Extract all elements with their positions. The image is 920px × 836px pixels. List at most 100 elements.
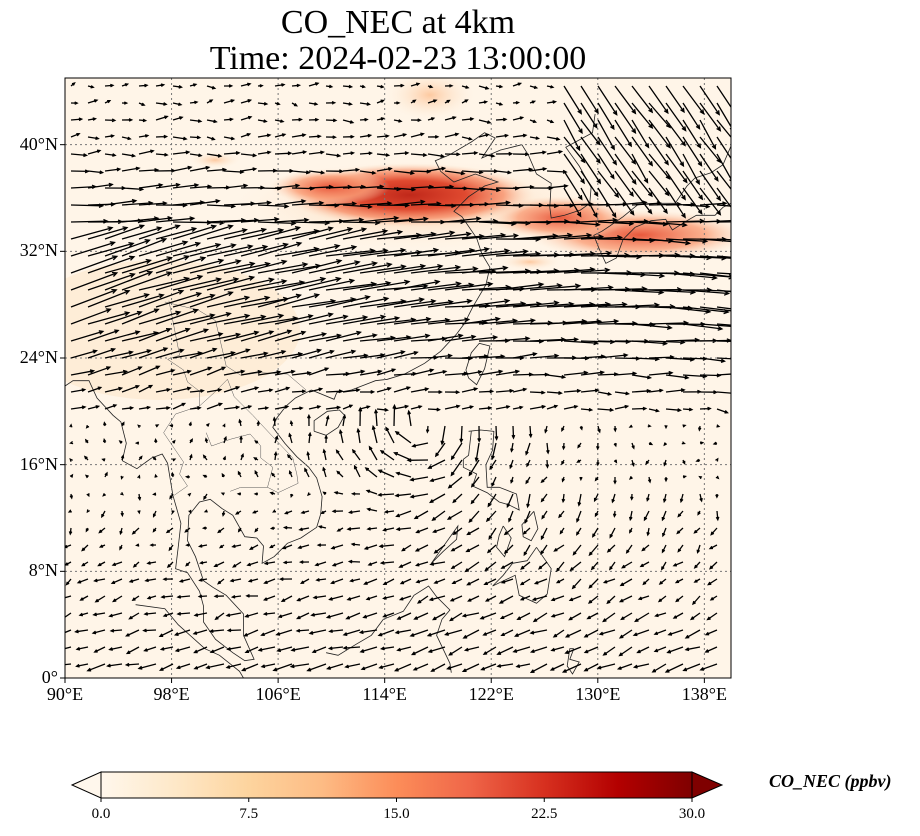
wind-arrow [342, 388, 361, 393]
wind-arrow [244, 646, 259, 654]
wind-arrow [111, 561, 123, 567]
wind-arrow [432, 527, 446, 533]
wind-arrow [614, 119, 633, 148]
wind-arrow [524, 510, 531, 525]
wind-arrow [257, 293, 302, 308]
wind-arrow [342, 404, 354, 410]
wind-arrow [70, 255, 119, 274]
wind-arrow [380, 646, 395, 651]
wind-arrow [104, 293, 150, 308]
wind-arrow [631, 153, 649, 184]
wind-arrow [693, 527, 701, 534]
wind-arrow [561, 476, 565, 483]
wind-arrow [70, 271, 119, 291]
wind-arrow [223, 261, 271, 274]
wind-arrow [174, 646, 191, 653]
wind-arrow [189, 453, 193, 461]
wind-arrow [121, 308, 160, 325]
wind-arrow [618, 629, 633, 639]
wind-arrow [696, 544, 701, 554]
wind-arrow [647, 424, 652, 428]
wind-arrow [247, 578, 259, 583]
wind-arrow [580, 102, 598, 129]
wind-arrow [478, 133, 490, 138]
wind-arrow [262, 611, 276, 616]
wind-arrow [206, 136, 216, 141]
wind-arrow [223, 117, 234, 122]
wind-arrow [399, 578, 412, 585]
wind-arrow [70, 388, 87, 393]
wind-arrow [427, 135, 440, 139]
wind-arrow [588, 544, 599, 557]
wind-arrow [289, 663, 310, 669]
wind-arrow [121, 349, 152, 359]
wind-arrow [393, 316, 432, 325]
wind-arrow [223, 84, 234, 88]
wind-arrow [512, 82, 523, 87]
wind-arrow [138, 255, 191, 274]
wind-arrow [414, 544, 429, 552]
wind-arrow [269, 491, 276, 496]
wind-arrow [121, 83, 130, 87]
wind-arrow [67, 509, 72, 513]
wind-arrow [104, 83, 115, 88]
wind-arrow [333, 491, 344, 495]
wind-arrow [392, 403, 397, 427]
wind-arrow [69, 423, 73, 428]
wind-arrow [531, 595, 548, 601]
wind-arrow [65, 612, 72, 618]
wind-arrow [288, 470, 293, 478]
lat-tick-label: 16°N [19, 453, 58, 474]
wind-arrow [376, 263, 427, 274]
wind-arrow [682, 85, 705, 115]
wind-arrow [278, 577, 293, 581]
wind-arrow [274, 183, 301, 189]
wind-arrow [425, 425, 430, 434]
wind-arrow [308, 333, 342, 342]
wind-arrow [682, 102, 701, 130]
wind-arrow [121, 406, 135, 410]
wind-arrow [316, 543, 327, 547]
wind-arrow [614, 391, 630, 396]
wind-arrow [240, 133, 252, 138]
wind-arrow [223, 330, 260, 342]
wind-arrow [480, 663, 497, 671]
wind-arrow [682, 119, 702, 149]
wind-arrow [231, 544, 242, 549]
wind-arrow [189, 277, 240, 291]
wind-arrow [563, 102, 583, 135]
wind-arrow [120, 475, 124, 480]
wind-arrow [342, 167, 361, 172]
wind-arrow [410, 646, 429, 656]
wind-arrow [197, 594, 208, 599]
wind-arrow [121, 271, 173, 291]
wind-arrow [563, 267, 611, 274]
wind-arrow [204, 437, 209, 444]
wind-arrow [244, 612, 259, 618]
wind-arrow [274, 119, 285, 123]
wind-arrow [427, 646, 446, 653]
wind-arrow [468, 459, 480, 477]
wind-arrow [495, 133, 509, 138]
wind-arrow [87, 149, 102, 155]
wind-arrow [257, 262, 309, 274]
wind-arrow [342, 314, 387, 325]
wind-arrow [152, 510, 157, 518]
wind-arrow [427, 333, 464, 342]
wind-arrow [620, 612, 633, 621]
wind-arrow [257, 133, 272, 138]
wind-arrow [65, 578, 72, 586]
wind-arrow [312, 595, 327, 600]
wind-arrow [496, 663, 514, 668]
wind-arrow [393, 199, 426, 206]
wind-arrow [500, 578, 514, 584]
wind-arrow [274, 101, 281, 106]
wind-arrow [715, 475, 720, 480]
wind-arrow [76, 578, 89, 584]
wind-arrow [651, 663, 667, 673]
wind-arrow [444, 152, 461, 157]
wind-arrow [529, 100, 537, 104]
wind-arrow [243, 629, 259, 637]
wind-arrow [648, 187, 668, 215]
wind-arrow [342, 228, 389, 240]
